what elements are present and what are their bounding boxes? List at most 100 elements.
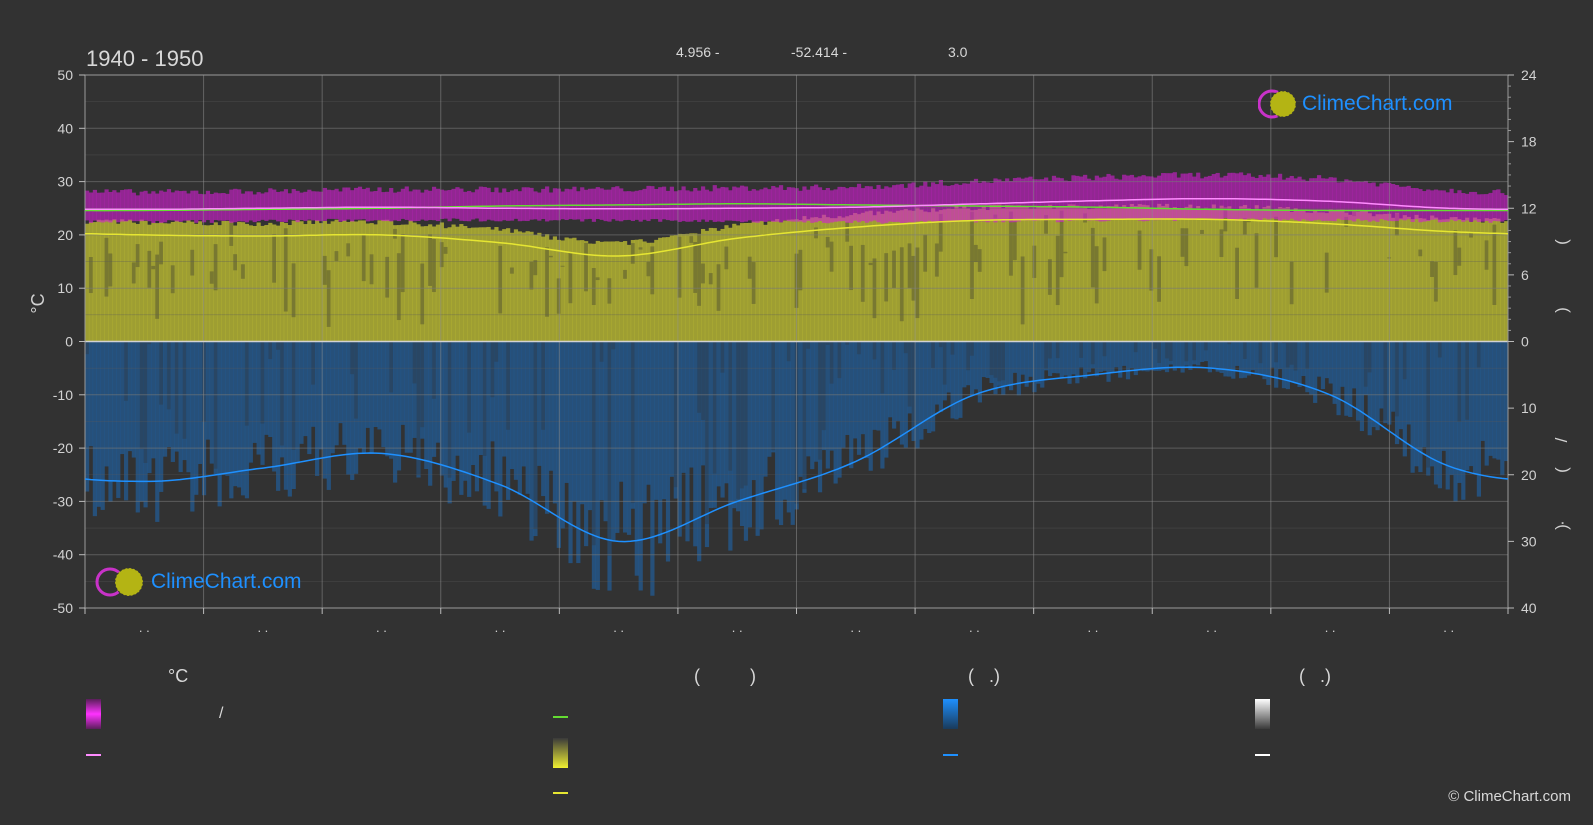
- sunshine-bar: [934, 211, 940, 342]
- sunshine-bar: [139, 219, 144, 342]
- sunshine-bar: [623, 241, 628, 342]
- sunshine-bar: [1067, 204, 1072, 342]
- rain-bar: [759, 341, 764, 530]
- rain-shade: [1102, 341, 1107, 357]
- rain-bar: [856, 341, 862, 455]
- sunshine-bar: [638, 239, 643, 342]
- rain-bar: [1242, 341, 1248, 378]
- temp-range-bar: [708, 191, 713, 221]
- sunshine-bar: [1457, 219, 1462, 342]
- sunshine-bar: [205, 225, 211, 342]
- temp-range-bar: [1449, 188, 1454, 220]
- temp-range-bar: [1188, 172, 1193, 219]
- sunshine-bar: [1211, 204, 1216, 342]
- rain-bar: [1426, 341, 1431, 476]
- sunshine-bar: [560, 240, 565, 342]
- temp-range-bar: [240, 193, 246, 222]
- legend-rain-head: ( .): [968, 666, 1000, 686]
- rain-bar: [728, 341, 733, 551]
- logo-top[interactable]: ClimeChart.com: [1258, 88, 1453, 120]
- temp-range-bar: [1504, 195, 1509, 221]
- rain-bar: [365, 341, 370, 428]
- temp-range-bar: [1028, 176, 1033, 221]
- rain-bar: [1083, 341, 1088, 379]
- sunshine-shade: [346, 243, 351, 257]
- sunshine-bar: [330, 221, 335, 342]
- rain-bar: [1114, 341, 1119, 368]
- temp-range-bar: [1149, 176, 1154, 220]
- sunshine-shade: [209, 271, 214, 284]
- sunshine-bar: [1001, 208, 1006, 342]
- sunshine-shade: [747, 256, 752, 279]
- rain-bar: [724, 341, 729, 484]
- temp-range-bar: [630, 191, 636, 221]
- sunshine-shade: [751, 262, 756, 304]
- rain-bar: [1270, 341, 1275, 368]
- temp-range-bar: [1168, 173, 1174, 220]
- rain-bar: [977, 341, 982, 403]
- y-axis-label-left: °C: [28, 293, 48, 313]
- rain-shade: [1055, 341, 1060, 359]
- temp-range-bar: [798, 190, 803, 222]
- rain-bar: [576, 341, 581, 564]
- rain-bar: [615, 341, 620, 533]
- rain-bar: [435, 341, 441, 443]
- temp-range-bar: [311, 191, 316, 221]
- logo-bottom[interactable]: ClimeChart.com: [95, 565, 302, 599]
- sunshine-bar: [174, 220, 179, 342]
- rain-bar: [919, 341, 924, 440]
- temp-range-bar: [716, 188, 721, 222]
- sunshine-bar: [276, 225, 281, 342]
- rain-shade: [182, 341, 187, 439]
- temp-range-bar: [194, 190, 199, 223]
- rain-bar: [377, 341, 382, 430]
- rain-bar: [412, 341, 417, 438]
- sunshine-bar: [747, 222, 752, 342]
- rain-bar: [716, 341, 721, 487]
- rain-bar: [248, 341, 253, 463]
- sunshine-bar: [1348, 214, 1353, 342]
- rain-bar: [311, 341, 316, 427]
- sunshine-bar: [884, 210, 889, 342]
- rain-bar: [541, 341, 546, 497]
- tick-label-left: 0: [65, 334, 73, 350]
- sunshine-bar: [841, 217, 846, 342]
- sunshine-bar: [428, 224, 433, 342]
- temp-range-bar: [611, 187, 616, 220]
- temp-range-bar: [369, 191, 374, 221]
- temp-range-bar: [1024, 177, 1029, 221]
- sunshine-bar: [1016, 205, 1021, 342]
- rain-bar: [907, 341, 912, 414]
- rain-bar: [326, 341, 331, 490]
- rain-bar: [404, 341, 409, 453]
- sunshine-bar: [1430, 215, 1435, 342]
- rain-shade: [1184, 341, 1189, 362]
- temp-range-bar: [934, 184, 940, 223]
- rain-shade: [1476, 341, 1482, 368]
- rain-bar: [342, 341, 347, 445]
- sunshine-bar: [541, 236, 546, 342]
- sunshine-bar: [1032, 208, 1037, 342]
- rain-shade: [704, 341, 710, 525]
- sunshine-shade: [533, 260, 538, 276]
- temp-range-bar: [350, 190, 355, 222]
- rain-bar: [120, 341, 125, 455]
- temp-range-bar: [1129, 174, 1135, 220]
- temp-range-bar: [1340, 182, 1345, 221]
- temp-range-bar: [895, 184, 901, 222]
- sunshine-shade: [700, 263, 706, 284]
- rain-bar: [1161, 341, 1166, 371]
- temp-range-bar: [697, 190, 702, 222]
- sunshine-bar: [244, 223, 250, 342]
- rain-bar: [408, 341, 413, 453]
- rain-bar: [272, 341, 277, 472]
- sunshine-bar: [506, 228, 511, 342]
- month-label: . .: [495, 620, 506, 635]
- sunshine-bar: [665, 237, 671, 342]
- temp-range-bar: [233, 188, 238, 223]
- rain-bar: [291, 341, 296, 490]
- temp-range-bar: [665, 190, 671, 221]
- sunshine-bar: [603, 241, 608, 342]
- rain-bar: [1149, 341, 1154, 371]
- legend-sunshine-swatch: [553, 738, 568, 768]
